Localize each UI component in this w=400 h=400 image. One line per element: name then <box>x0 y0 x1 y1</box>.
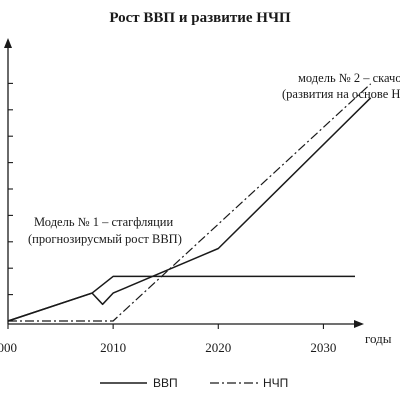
y-ticks <box>8 82 13 322</box>
x-axis-arrow <box>354 320 364 328</box>
x-axis-label: годы <box>365 331 392 346</box>
legend-label-gdp: ВВП <box>153 376 178 390</box>
series-group <box>7 83 372 322</box>
x-ticks: 2000 2010 2020 2030 <box>0 324 336 355</box>
series-line-1 <box>7 97 372 322</box>
annotation-model-2-line-2: (развития на основе Н <box>282 87 400 101</box>
y-axis-arrow <box>4 38 12 48</box>
legend-label-nchp: НЧП <box>263 376 288 390</box>
annotation-model-1-line-2: (прогнозирусмый рост ВВП) <box>28 232 182 246</box>
annotation-model-2-line-1: модель № 2 – скачо <box>298 71 400 85</box>
annotation-model-1-line-1: Модель № 1 – стагфляции <box>34 215 173 229</box>
legend: ВВП НЧП <box>100 376 288 390</box>
chart-title: Рост ВВП и развитие НЧП <box>109 10 291 26</box>
x-tick-label: 2000 <box>0 340 17 355</box>
x-tick-label: 2030 <box>310 340 336 355</box>
series-line-0 <box>7 275 355 322</box>
x-tick-label: 2020 <box>205 340 231 355</box>
x-tick-label: 2010 <box>100 340 126 355</box>
series-line-2 <box>8 83 372 322</box>
